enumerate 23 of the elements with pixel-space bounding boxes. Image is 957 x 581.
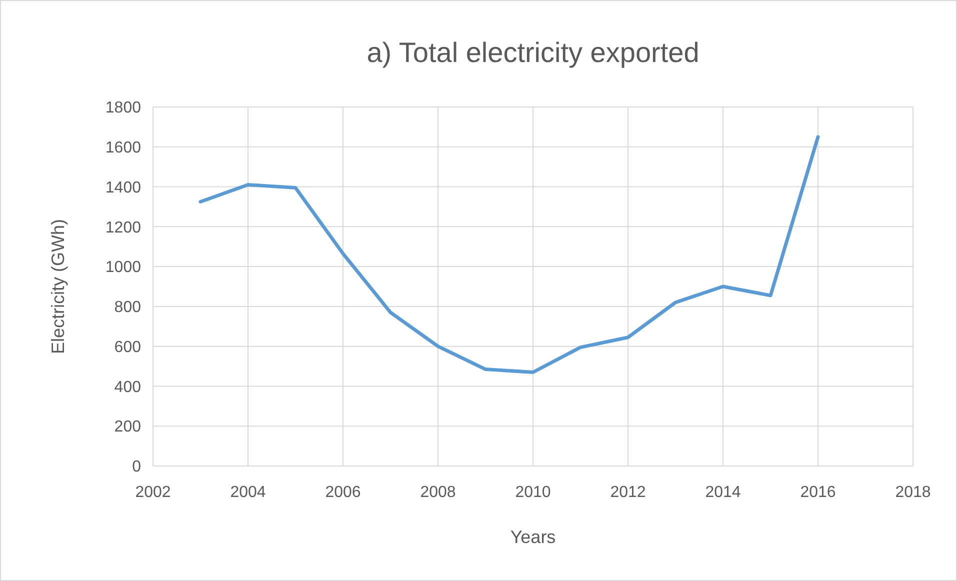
y-tick-label: 800 [114,299,142,316]
y-tick-label: 0 [132,458,142,476]
x-tick-label: 2012 [610,484,646,501]
x-tick-label: 2016 [800,484,836,501]
x-axis-title: Years [510,527,556,547]
y-tick-label: 1800 [105,100,142,117]
y-tick-label: 400 [114,378,142,396]
x-tick-label: 2006 [325,484,361,501]
y-tick-label: 600 [114,338,142,356]
chart-title: a) Total electricity exported [366,37,700,68]
x-tick-label: 2008 [420,484,456,501]
y-tick-label: 1400 [105,179,142,196]
line-series [198,135,820,374]
x-tick-label: 2014 [705,484,741,501]
x-tick-label: 2018 [895,484,931,501]
x-tick-label: 2004 [230,484,266,501]
y-tick-label: 200 [114,418,142,436]
y-tick-label: 1200 [105,219,142,236]
x-tick-label: 2010 [515,484,551,501]
y-tick-label: 1000 [105,259,142,276]
y-tick-label: 1600 [105,139,142,156]
y-axis-title: Electricity (GWh) [48,219,68,354]
x-tick-label: 2002 [135,484,171,501]
